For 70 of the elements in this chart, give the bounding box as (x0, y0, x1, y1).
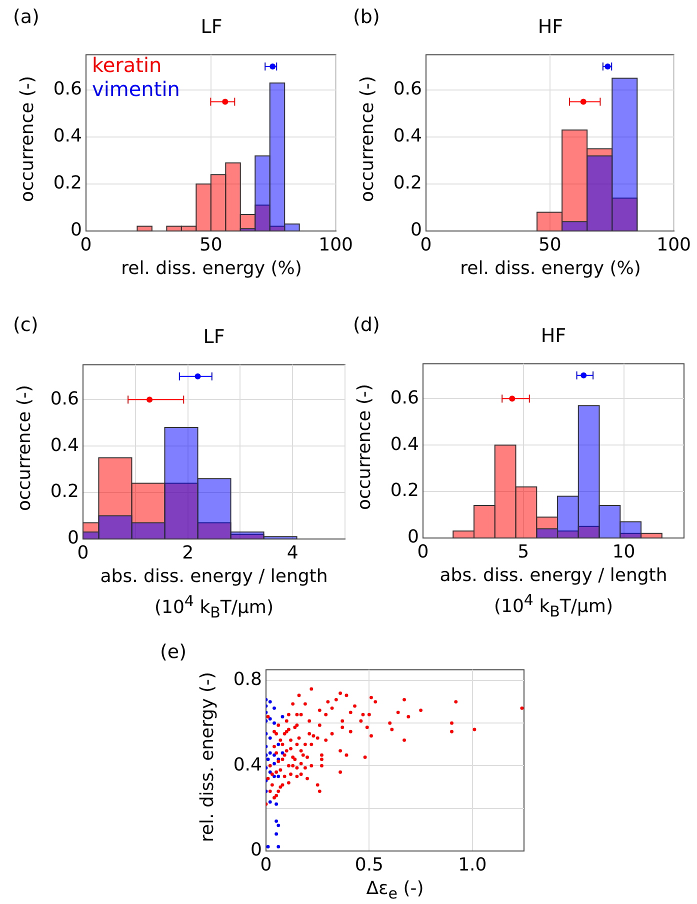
y-tick-label: 0.4 (50, 434, 79, 456)
x-axis-title: Δε$_{e}$ (-) (365, 877, 425, 904)
point (268, 736, 272, 740)
y-tick-label: 0.2 (53, 172, 82, 194)
point (274, 819, 278, 823)
point (272, 721, 276, 725)
x-tick-label: 10 (612, 541, 636, 562)
text: keratin (92, 53, 163, 77)
x-axis-title: rel. diss. energy (%) (459, 257, 642, 281)
point (268, 700, 272, 704)
point (272, 753, 276, 757)
y-tick-label: 0.6 (393, 78, 422, 100)
chart-title: LF (202, 325, 226, 349)
y-axis-title: rel. diss. energy (-) (197, 671, 218, 842)
y-tick-label: 0.8 (233, 669, 262, 690)
y-tick-label: 0 (70, 220, 82, 241)
y-tick-label: 0.4 (233, 754, 262, 776)
y-tick-label: 0 (68, 528, 79, 549)
y-tick-label: 0.2 (393, 172, 422, 194)
point (274, 832, 278, 836)
y-axis-title: occurrence (-) (357, 76, 378, 202)
y-tick-label: 0.6 (390, 387, 419, 408)
text: (a) (13, 5, 40, 29)
y-axis-title: occurrence (-) (17, 76, 38, 202)
x-tick-label: 100 (318, 234, 353, 256)
text: (d) (353, 313, 380, 337)
y-tick-label: 0.4 (390, 434, 419, 455)
x-axis-title: rel. diss. energy (%) (120, 257, 303, 281)
text: (c) (13, 313, 38, 337)
y-tick-label: 0.2 (390, 480, 419, 502)
point (276, 845, 280, 848)
x-tick-label: 50 (538, 234, 562, 256)
x-tick-label: 50 (199, 234, 222, 256)
text: vimentin (92, 77, 180, 101)
y-tick-label: 0.6 (53, 78, 82, 100)
chart-title: HF (536, 15, 564, 39)
x-tick-label: 2 (182, 542, 194, 564)
point (272, 762, 276, 766)
x-tick-label: 1.0 (458, 854, 487, 876)
y-tick-label: 0 (250, 840, 262, 861)
y-tick-label: 0.6 (50, 388, 79, 410)
point (268, 717, 272, 721)
point (268, 800, 272, 804)
point (272, 706, 276, 710)
point (276, 824, 280, 828)
point (272, 774, 276, 778)
text: (e) (160, 640, 187, 664)
y-tick-label: 0 (408, 526, 419, 548)
x-axis-title: abs. diss. energy / length (10$^{4}$ k$_{B}$T/μm) (99, 565, 329, 624)
x-tick-label: 100 (656, 234, 691, 256)
x-tick-label: 4 (286, 542, 298, 564)
chart-title: LF (200, 15, 224, 39)
x-tick-label: 0.5 (354, 854, 384, 876)
point (274, 802, 278, 806)
x-axis-title: abs. diss. energy / length (10$^{4}$ k$_{B}$T/μm) (438, 564, 668, 623)
point (266, 758, 270, 762)
y-tick-label: 0.2 (50, 481, 79, 502)
y-tick-label: 0.4 (393, 126, 422, 147)
text: (b) (353, 5, 380, 29)
point (280, 715, 284, 718)
point (266, 845, 270, 848)
y-tick-label: 0.4 (53, 126, 82, 147)
point (276, 774, 280, 778)
y-axis-title: occurrence (-) (14, 384, 35, 512)
point (276, 742, 280, 746)
y-axis-title: occurrence (-) (354, 384, 375, 510)
point (268, 751, 272, 755)
y-tick-label: 0 (410, 220, 422, 241)
chart-title: HF (540, 324, 568, 348)
x-tick-label: 5 (518, 541, 530, 562)
